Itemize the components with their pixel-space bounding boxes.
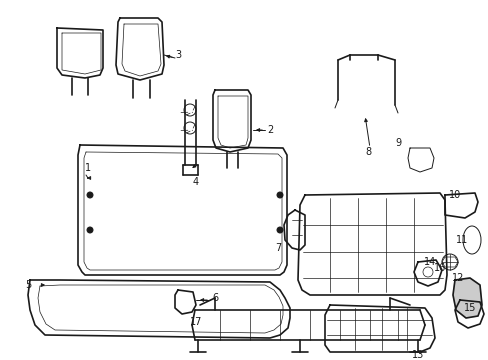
Polygon shape — [297, 193, 446, 295]
Polygon shape — [452, 278, 481, 318]
Text: 16: 16 — [433, 263, 445, 273]
Text: 7: 7 — [274, 243, 281, 253]
Text: 4: 4 — [193, 177, 199, 187]
Text: 10: 10 — [448, 190, 460, 200]
Text: 13: 13 — [411, 350, 423, 360]
Circle shape — [276, 227, 283, 233]
Polygon shape — [28, 280, 289, 338]
Text: 17: 17 — [189, 317, 202, 327]
Circle shape — [87, 227, 93, 233]
Text: 15: 15 — [463, 303, 475, 313]
Text: 2: 2 — [266, 125, 273, 135]
Text: 8: 8 — [364, 147, 370, 157]
Text: 9: 9 — [394, 138, 400, 148]
Polygon shape — [325, 305, 434, 352]
Text: 12: 12 — [451, 273, 463, 283]
Text: 11: 11 — [455, 235, 467, 245]
Text: 14: 14 — [423, 257, 435, 267]
Circle shape — [87, 192, 93, 198]
Text: 1: 1 — [85, 163, 91, 173]
Text: 3: 3 — [175, 50, 181, 60]
Text: 5: 5 — [25, 280, 31, 290]
Circle shape — [276, 192, 283, 198]
Text: 6: 6 — [211, 293, 218, 303]
Polygon shape — [78, 145, 286, 275]
